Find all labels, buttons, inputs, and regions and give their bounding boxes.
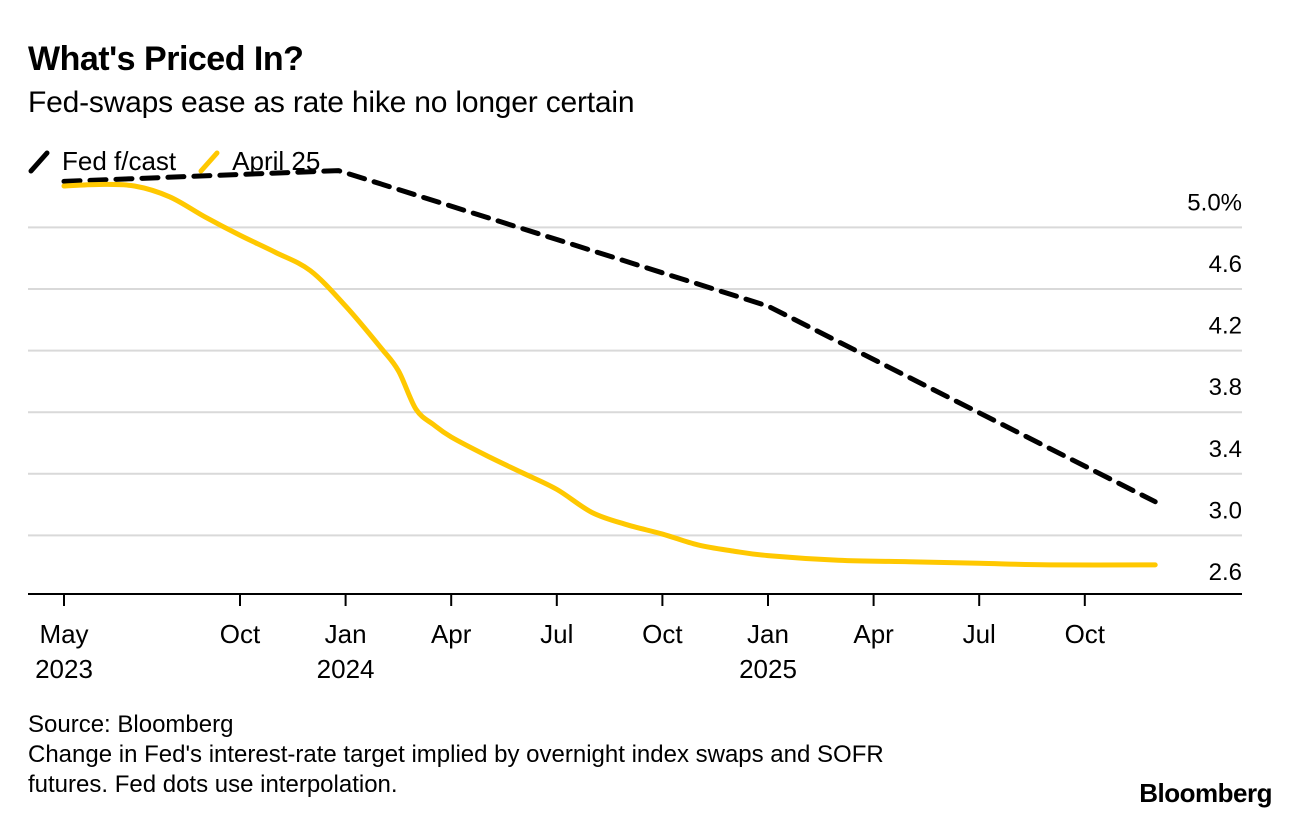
x-tick-label: Jul (540, 619, 573, 649)
x-tick-label: Apr (431, 619, 472, 649)
x-tick-label: Jul (963, 619, 996, 649)
x-tick-label: Oct (220, 619, 261, 649)
x-tick-year-label: 2024 (317, 654, 375, 684)
x-tick-year-label: 2025 (739, 654, 797, 684)
source-note: Source: Bloomberg (28, 711, 234, 738)
chart-subtitle: Fed-swaps ease as rate hike no longer ce… (28, 86, 635, 119)
bloomberg-logo: Bloomberg (1139, 778, 1272, 808)
chart-title: What's Priced In? (28, 40, 304, 78)
y-tick-label: 3.0 (1209, 497, 1242, 524)
y-tick-label: 4.6 (1209, 251, 1242, 278)
yellow-line-swatch-icon (198, 150, 220, 173)
series-line-april-25 (61, 181, 1158, 568)
y-tick-label: 5.0% (1187, 189, 1242, 216)
x-tick-label: Oct (1065, 619, 1106, 649)
description-note-line-2: futures. Fed dots use interpolation. (28, 771, 398, 798)
y-tick-label: 3.4 (1209, 436, 1242, 463)
x-tick-year-label: 2023 (35, 654, 93, 684)
series-line-fed-forecast (61, 168, 1158, 505)
footer: Source: Bloomberg Change in Fed's intere… (28, 710, 884, 800)
dashed-line-swatch-icon (28, 150, 50, 173)
x-tick-label: Apr (853, 619, 894, 649)
description-note-line-1: Change in Fed's interest-rate target imp… (28, 741, 884, 768)
x-tick-label: May (39, 619, 88, 649)
x-tick-label: Jan (747, 619, 789, 649)
x-tick-label: Jan (325, 619, 367, 649)
y-tick-label: 4.2 (1209, 313, 1242, 340)
x-tick-label: Oct (642, 619, 683, 649)
legend-label-fed-forecast: Fed f/cast (62, 146, 177, 176)
y-tick-label: 3.8 (1209, 374, 1242, 401)
legend-item-fed-forecast: Fed f/cast (28, 146, 176, 177)
y-tick-label: 2.6 (1209, 559, 1242, 586)
